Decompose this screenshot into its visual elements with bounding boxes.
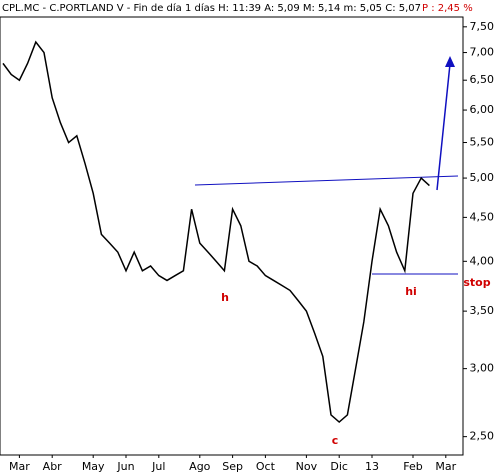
y-tick-label: 3,00 [470,362,495,375]
x-tick-label: 13 [365,460,379,473]
annotation: hi [405,285,417,298]
x-tick-label: Abr [43,460,63,473]
y-tick-label: 6,00 [470,103,495,116]
y-tick-label: 2,50 [470,430,495,443]
projection-arrow [436,63,451,191]
y-tick-label: 7,50 [470,20,495,33]
y-tick-label: 5,50 [470,136,495,149]
trend-line [194,175,459,186]
chart-title: CPL.MC - C.PORTLAND V - Fin de día 1 día… [2,2,421,14]
x-tick-label: Nov [296,460,318,473]
x-tick-label: Jun [116,460,134,473]
x-tick-label: Feb [403,460,422,473]
x-tick-label: Mar [9,460,30,473]
y-tick-label: 6,50 [470,73,495,86]
x-tick-label: Oct [256,460,276,473]
x-tick-label: Mar [435,460,456,473]
change-label: P : 2,45 % [422,3,473,14]
price-line [2,40,430,424]
annotation: c [332,434,339,447]
y-tick-label: 5,00 [470,171,495,184]
annotation: stop [463,276,490,289]
x-tick-label: Jul [151,460,165,473]
annotation: h [221,291,229,304]
y-tick-label: 7,00 [470,46,495,59]
y-tick-label: 4,00 [470,254,495,267]
x-tick-label: May [82,460,105,473]
x-tick-label: Ago [189,460,211,473]
y-tick-label: 3,50 [470,304,495,317]
arrow-head [445,56,455,67]
x-tick-label: Dic [330,460,348,473]
y-tick-label: 4,50 [470,210,495,223]
plot-frame [0,16,464,456]
x-tick-label: Sep [222,460,243,473]
